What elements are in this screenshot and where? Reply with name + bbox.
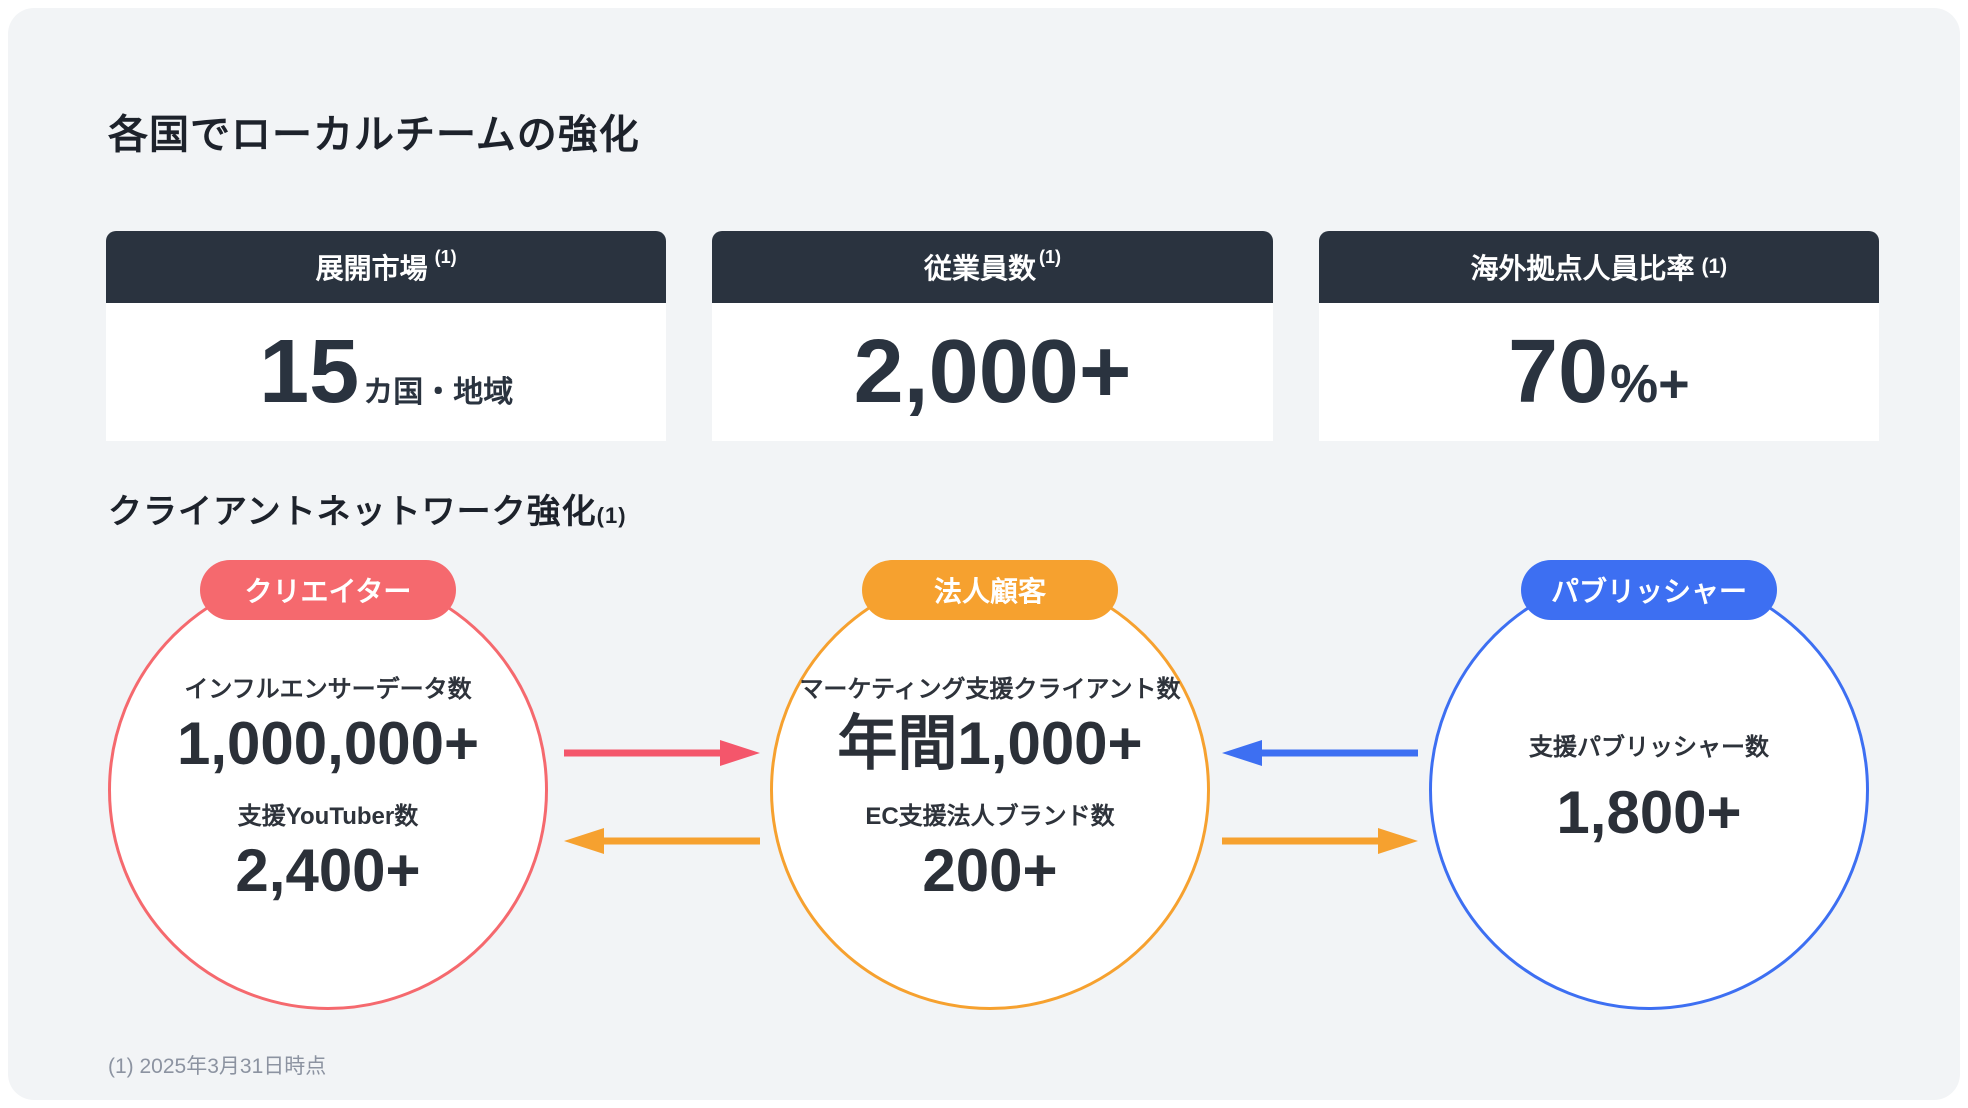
- creator-pill: クリエイター: [200, 560, 456, 620]
- arrow-publisher-to-corporate-icon: [1222, 739, 1418, 767]
- stat-card-body: 15 カ国・地域: [106, 303, 667, 441]
- footnote-marker: (1): [1039, 246, 1061, 267]
- stat-unit: カ国・地域: [363, 376, 514, 409]
- corporate-circle: [770, 570, 1210, 1010]
- stat-label: EC支援法人ブランド数: [865, 803, 1115, 830]
- stat-label: マーケティング支援クライアント数: [799, 676, 1181, 704]
- stat-label: 支援YouTuber数: [237, 803, 419, 830]
- stat-value: 200+: [922, 836, 1058, 904]
- corporate-stats: マーケティング支援クライアント数 年間1,000+ EC支援法人ブランド数 20…: [770, 570, 1210, 1010]
- stat-card-markets: 展開市場 (1) 15 カ国・地域: [106, 231, 667, 441]
- arrow-corporate-to-creator-icon: [564, 827, 760, 855]
- stat-value: 年間1,000+: [837, 710, 1143, 777]
- stat-card-header-label: 展開市場: [315, 253, 428, 284]
- slide-title: 各国でローカルチームの強化: [108, 113, 640, 157]
- stat-value: 15: [259, 322, 360, 422]
- stat-label: 支援パブリッシャー数: [1529, 733, 1769, 761]
- footnote-marker: (1): [434, 246, 457, 267]
- creator-circle: [108, 570, 548, 1010]
- stat-card-overseas-ratio: 海外拠点人員比率 (1) 70 %+: [1318, 231, 1879, 441]
- stat-card-header-label: 従業員数: [923, 253, 1036, 284]
- slide-panel: 各国でローカルチームの強化 展開市場 (1) 15 カ国・地域 従業員数 (1)…: [8, 8, 1960, 1100]
- stat-item: インフルエンサーデータ数 1,000,000+: [177, 676, 479, 777]
- stat-card-header: 海外拠点人員比率 (1): [1318, 231, 1879, 303]
- creator-stats: インフルエンサーデータ数 1,000,000+ 支援YouTuber数 2,40…: [108, 570, 548, 1010]
- stat-card-header-label: 海外拠点人員比率: [1470, 253, 1695, 284]
- stat-card-body: 2,000+: [712, 303, 1273, 441]
- footnote-marker: (1): [1701, 255, 1728, 278]
- network-node-publisher: パブリッシャー 支援パブリッシャー数 1,800+: [1429, 560, 1869, 1012]
- stat-card-header: 展開市場 (1): [106, 231, 667, 303]
- footnote-marker: (1): [596, 503, 627, 528]
- stat-card-employees: 従業員数 (1) 2,000+: [712, 231, 1273, 441]
- stat-item: EC支援法人ブランド数 200+: [865, 803, 1114, 904]
- stat-item: マーケティング支援クライアント数 年間1,000+: [799, 676, 1180, 777]
- footnote: (1) 2025年3月31日時点: [108, 1055, 327, 1078]
- stat-unit: %+: [1610, 354, 1690, 414]
- network-node-creator: クリエイター インフルエンサーデータ数 1,000,000+ 支援YouTube…: [108, 560, 548, 1012]
- stat-value: 1,800+: [1556, 779, 1742, 847]
- stat-value: 1,000,000+: [177, 710, 479, 777]
- stat-value: 2,000+: [853, 322, 1132, 422]
- publisher-stats: 支援パブリッシャー数 1,800+: [1429, 570, 1869, 1010]
- stat-card-body: 70 %+: [1318, 303, 1879, 441]
- network-node-corporate: 法人顧客 マーケティング支援クライアント数 年間1,000+ EC支援法人ブラン…: [770, 560, 1210, 1012]
- arrow-corporate-to-publisher-icon: [1222, 827, 1418, 855]
- stat-value: 2,400+: [235, 836, 421, 904]
- arrow-creator-to-corporate-icon: [564, 739, 760, 767]
- stat-value: 70: [1507, 322, 1609, 422]
- publisher-pill: パブリッシャー: [1521, 560, 1777, 620]
- stat-item: 支援YouTuber数 2,400+: [235, 803, 420, 904]
- stat-item: 支援パブリッシャー数 1,800+: [1529, 734, 1769, 847]
- stat-label: インフルエンサーデータ数: [184, 676, 472, 704]
- stat-card-row: 展開市場 (1) 15 カ国・地域 従業員数 (1) 2,000+ 海外拠点人員…: [106, 231, 1879, 441]
- publisher-circle: [1429, 570, 1869, 1010]
- stat-card-header: 従業員数 (1): [712, 231, 1273, 303]
- network-section-heading: クライアントネットワーク強化(1): [108, 484, 627, 533]
- corporate-pill: 法人顧客: [862, 560, 1118, 620]
- network-heading-label: クライアントネットワーク強化: [108, 493, 597, 531]
